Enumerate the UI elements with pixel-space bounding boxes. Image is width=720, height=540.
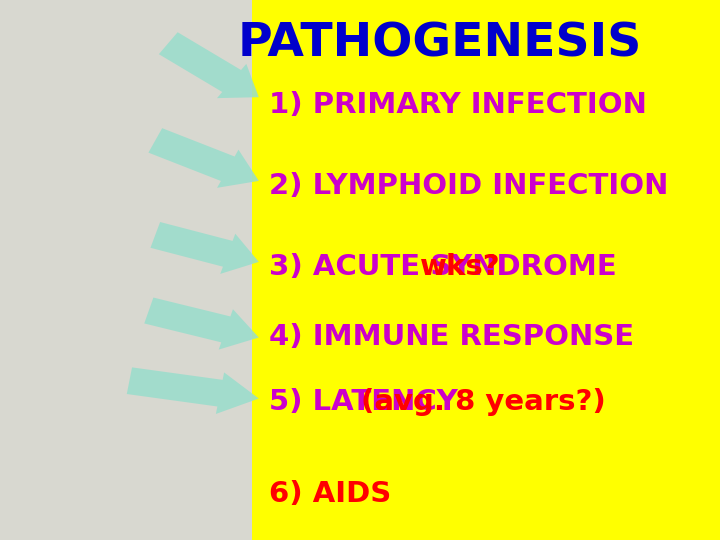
Bar [0, 0, 252, 540]
Text: (avg. 8 years?): (avg. 8 years?) [361, 388, 606, 416]
Polygon shape [127, 367, 258, 414]
Text: 5) LATENCY: 5) LATENCY [269, 388, 467, 416]
Text: 4) IMMUNE RESPONSE: 4) IMMUNE RESPONSE [269, 323, 634, 352]
Text: PATHOGENESIS: PATHOGENESIS [238, 22, 642, 66]
Text: 6) AIDS: 6) AIDS [269, 480, 391, 508]
Polygon shape [159, 32, 258, 98]
Text: 3) ACUTE SYNDROME: 3) ACUTE SYNDROME [269, 253, 626, 281]
Polygon shape [144, 298, 258, 349]
Polygon shape [150, 222, 258, 274]
Polygon shape [148, 128, 258, 188]
Text: 1) PRIMARY INFECTION: 1) PRIMARY INFECTION [269, 91, 647, 119]
Text: 2) LYMPHOID INFECTION: 2) LYMPHOID INFECTION [269, 172, 668, 200]
Text: wks?: wks? [420, 253, 500, 281]
